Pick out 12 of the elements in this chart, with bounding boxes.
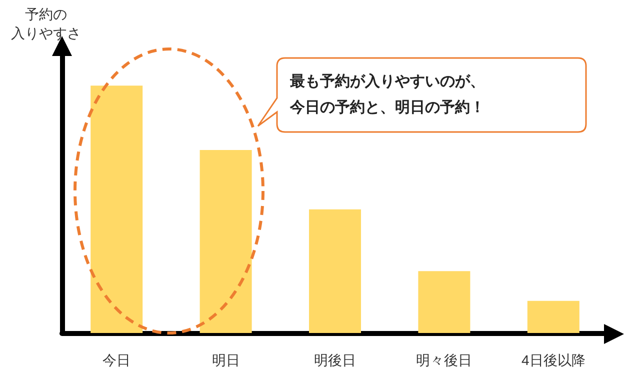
bar [309,209,361,333]
x-tick-label: 今日 [102,352,131,368]
bar [418,271,470,333]
bar [200,150,252,333]
x-tick-label: 4日後以降 [522,352,586,368]
x-tick-label: 明後日 [314,352,356,368]
x-tick-label: 明日 [212,352,240,368]
annotation: 最も予約が入りやすいのが、今日の予約と、明日の予約！ [290,71,486,118]
x-tick-label: 明々後日 [416,352,472,368]
bar [527,300,580,333]
bar [90,86,143,333]
y-axis-title: 予約の入りやすさ [10,6,82,44]
